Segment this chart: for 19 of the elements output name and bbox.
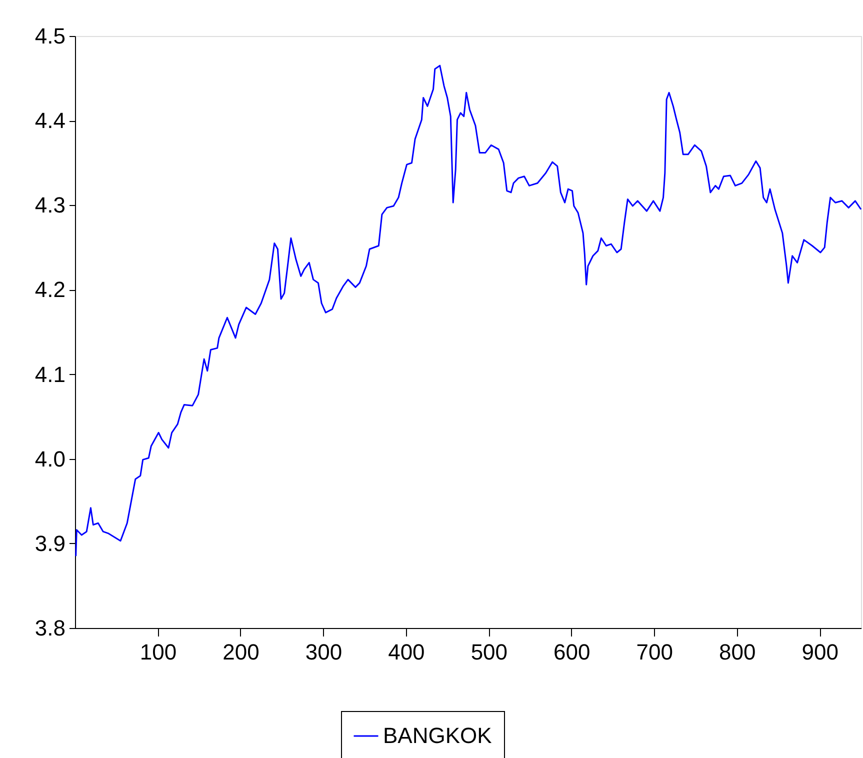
- x-tick-label: 200: [222, 640, 260, 664]
- x-tick-label: 500: [470, 640, 508, 664]
- y-tick-label: 4.2: [34, 277, 66, 302]
- line-series: [75, 64, 862, 557]
- x-tick-label: 400: [388, 640, 425, 664]
- x-tick-label: 100: [140, 640, 177, 664]
- y-tick-label: 4.0: [34, 446, 66, 472]
- x-tick-label: 700: [636, 640, 674, 664]
- y-tick-label: 4.5: [34, 24, 66, 48]
- x-tick-label: 600: [554, 640, 590, 664]
- y-tick-label: 3.8: [34, 616, 66, 640]
- x-tick-label: 800: [719, 640, 756, 664]
- y-tick-label: 3.9: [34, 530, 66, 556]
- legend-label: BANGKOK: [383, 723, 492, 748]
- y-tick-label: 4.1: [34, 362, 66, 387]
- y-tick-label: 4.4: [34, 108, 66, 134]
- y-tick-label: 4.3: [34, 192, 66, 218]
- x-tick-label: 300: [305, 640, 342, 664]
- x-tick-label: 900: [802, 640, 838, 664]
